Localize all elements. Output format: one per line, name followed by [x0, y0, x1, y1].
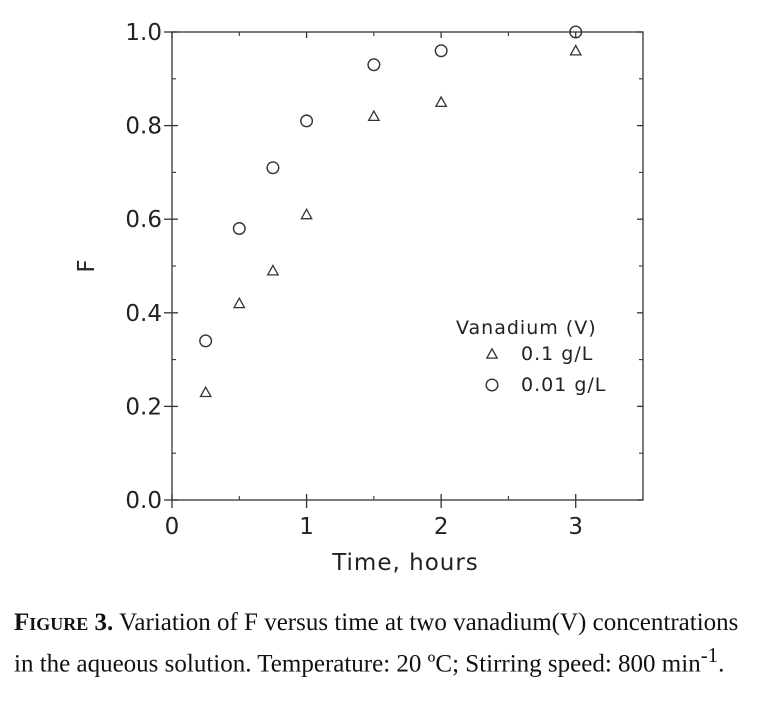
y-tick-label: 0.0 — [125, 488, 162, 514]
legend-label: 0.01 g/L — [521, 374, 606, 396]
data-point-circle — [266, 161, 280, 175]
data-point-triangle — [232, 296, 246, 309]
legend-label: 0.1 g/L — [521, 343, 593, 365]
y-tick-label: 0.8 — [125, 114, 162, 140]
data-point-circle — [367, 58, 381, 72]
data-point-triangle — [367, 109, 381, 122]
legend: Vanadium (V) 0.1 g/L 0.01 g/L — [456, 317, 606, 396]
data-point-circle — [569, 25, 583, 39]
plot-frame — [171, 31, 644, 501]
data-point-triangle — [199, 385, 212, 398]
scatter-chart: 0.0 0.2 0.4 0.6 0.8 1.0 0 1 2 3 Vanadium (V) 0.1 … — [74, 20, 644, 576]
caption-end: . — [718, 650, 725, 678]
data-point-triangle — [300, 207, 313, 220]
x-axis-label: Time, hours — [331, 550, 479, 576]
y-tick-label: 0.4 — [125, 301, 162, 327]
data-point-circle — [434, 44, 448, 58]
data-points — [199, 25, 583, 398]
data-point-triangle — [569, 44, 583, 56]
data-point-triangle — [266, 264, 280, 276]
y-tick-label: 1.0 — [125, 20, 162, 46]
figure-caption: Figure 3. Variation of F versus time at … — [14, 606, 754, 680]
y-tick-label: 0.2 — [125, 394, 162, 420]
y-axis-label: F — [74, 259, 100, 272]
x-tick-label: 1 — [299, 514, 314, 540]
y-tick-label: 0.6 — [125, 207, 162, 233]
x-tick-label: 2 — [434, 514, 449, 540]
data-point-circle — [232, 222, 246, 236]
plot-area: 0.0 0.2 0.4 0.6 0.8 1.0 0 1 2 3 — [125, 20, 644, 540]
data-point-circle — [199, 334, 213, 348]
legend-marker-triangle — [485, 347, 499, 359]
caption-text: Variation of F versus time at two vanadi… — [14, 609, 739, 678]
legend-marker-circle — [485, 378, 499, 392]
legend-title: Vanadium (V) — [456, 317, 597, 339]
x-tick-label: 0 — [165, 514, 180, 540]
caption-superscript: -1 — [700, 643, 719, 667]
x-tick-label: 3 — [568, 514, 583, 540]
figure-label: Figure 3. — [14, 609, 114, 636]
data-point-triangle — [434, 95, 448, 108]
data-point-circle — [300, 114, 314, 128]
